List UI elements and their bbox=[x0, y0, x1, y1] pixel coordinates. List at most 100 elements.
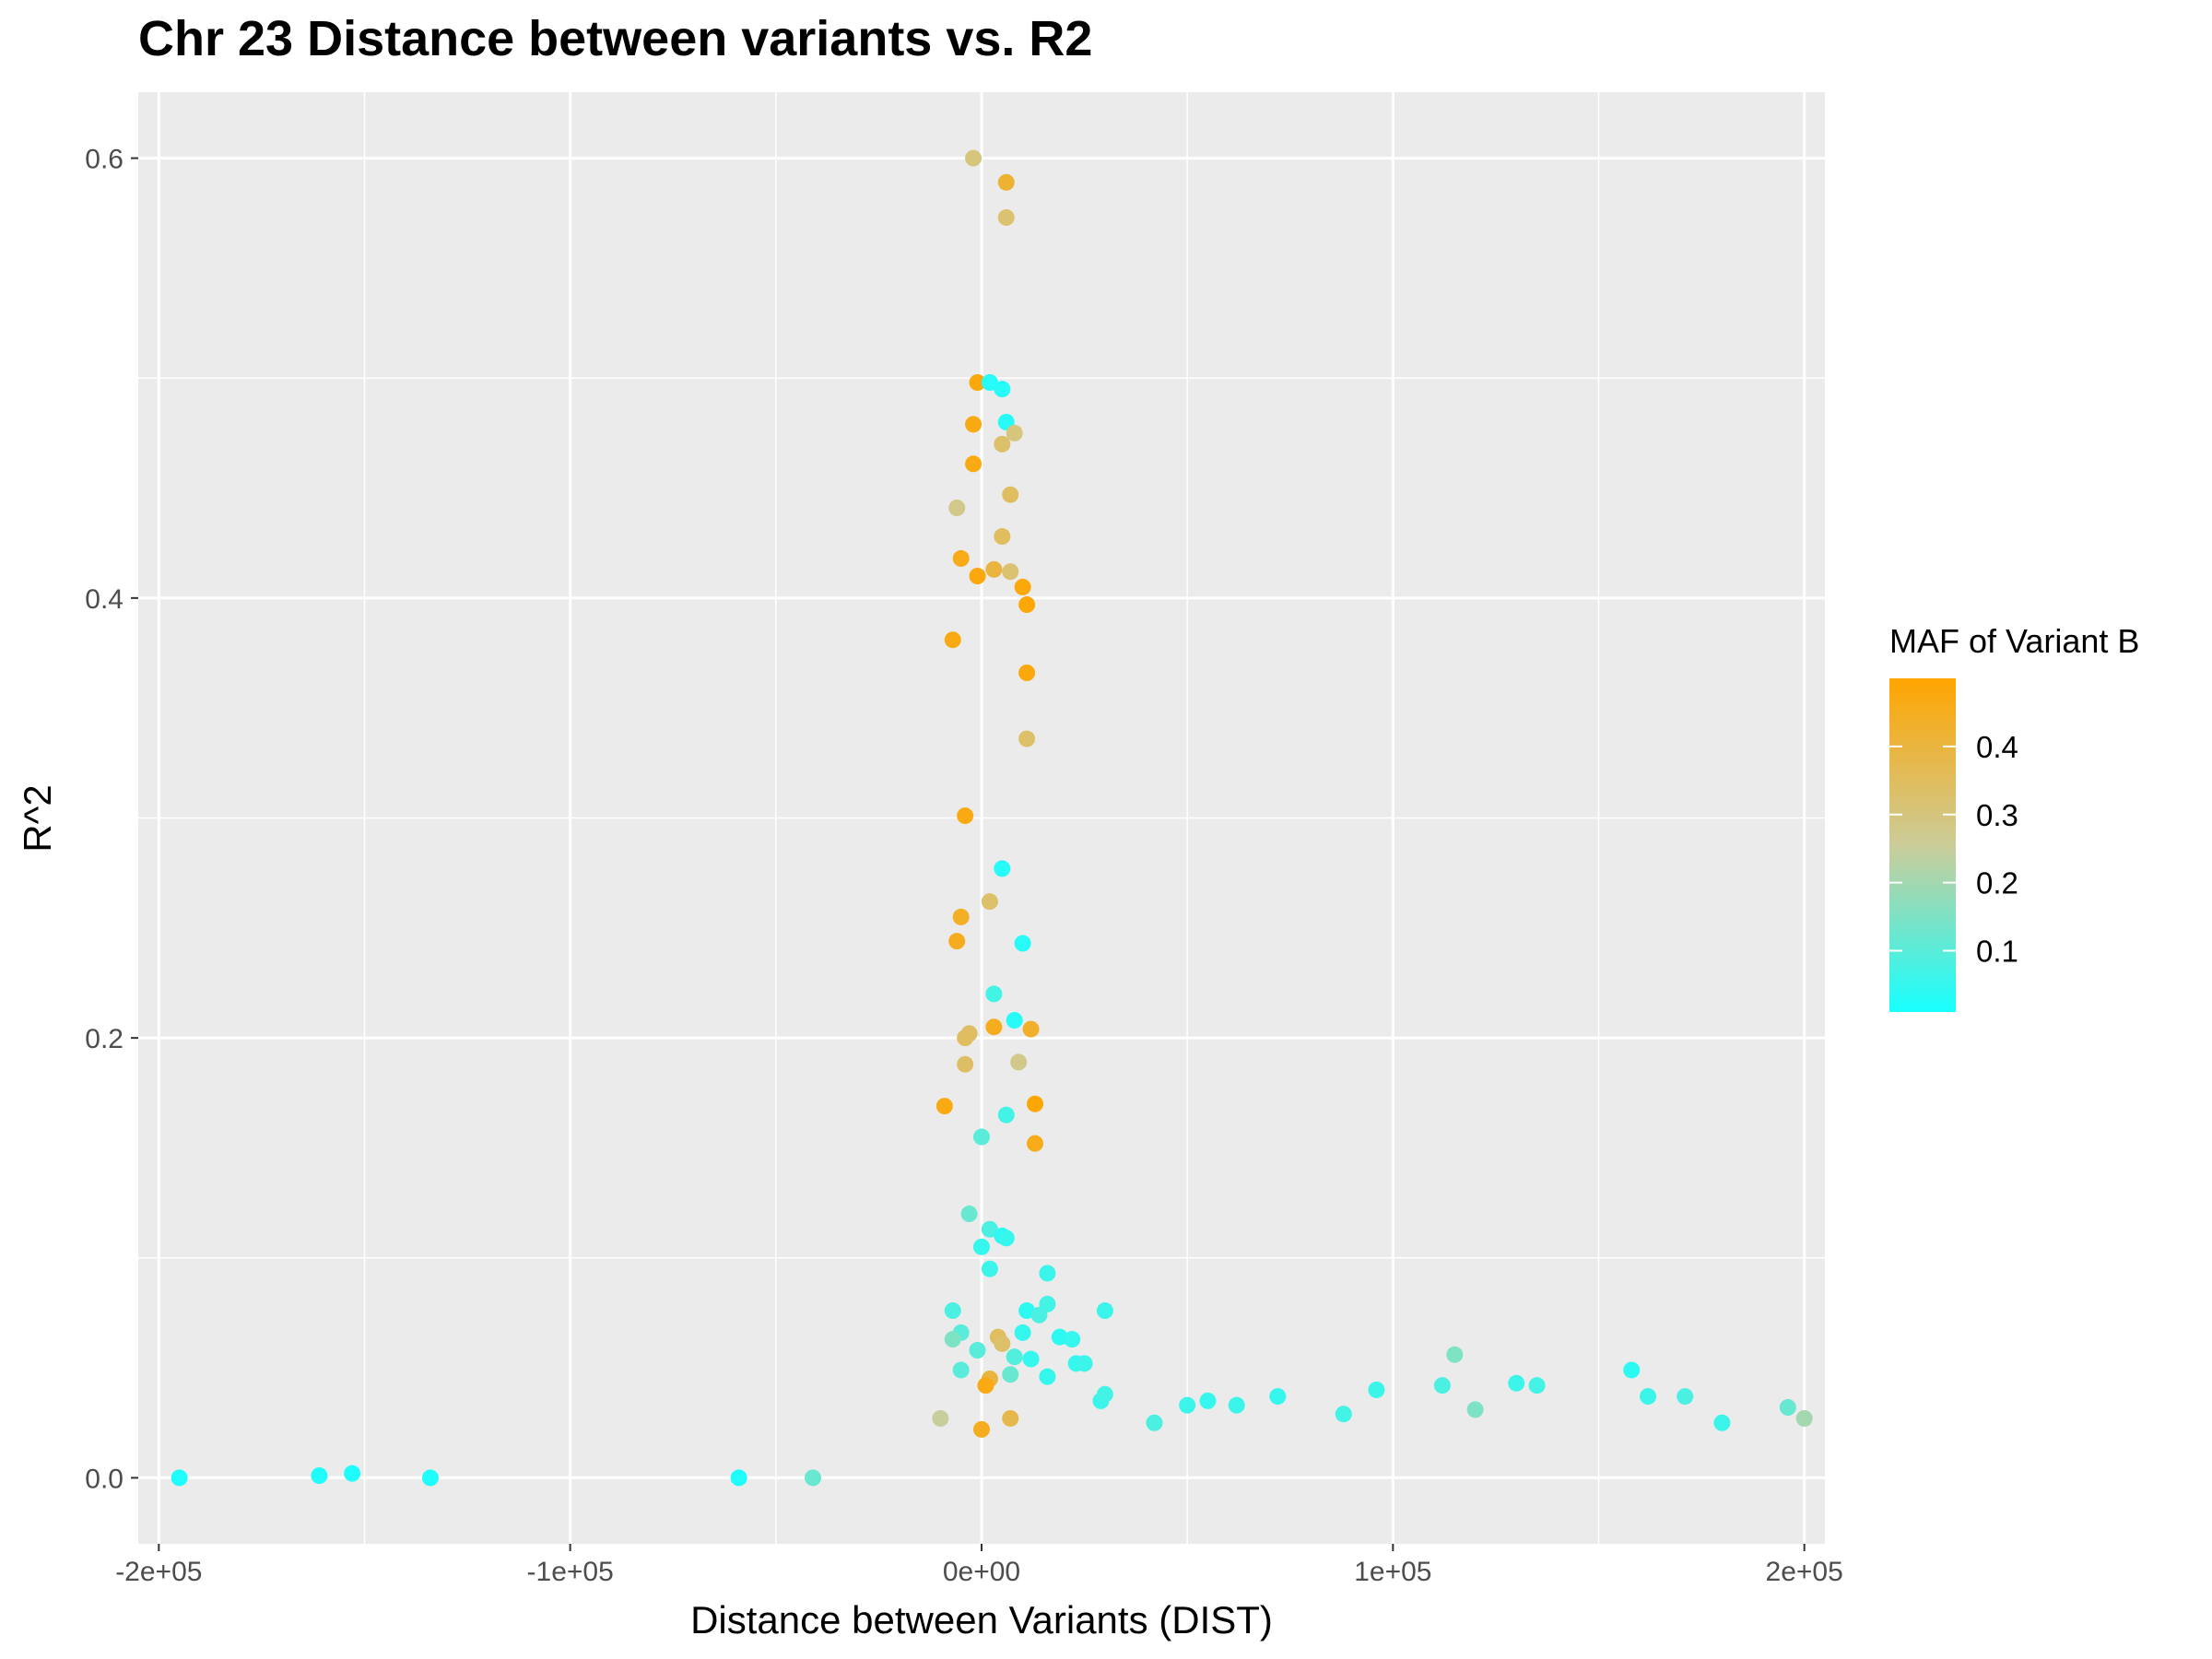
y-tick-label: 0.2 bbox=[85, 1024, 124, 1054]
data-point bbox=[1039, 1265, 1056, 1282]
data-point bbox=[1002, 1366, 1019, 1383]
data-point bbox=[1006, 424, 1023, 441]
legend-tick-label: 0.1 bbox=[1976, 935, 2018, 969]
data-point bbox=[1096, 1385, 1113, 1403]
data-point bbox=[1064, 1331, 1081, 1348]
data-point bbox=[1002, 563, 1019, 581]
data-point bbox=[1368, 1381, 1385, 1398]
data-point bbox=[1446, 1346, 1464, 1363]
data-point bbox=[1014, 578, 1031, 595]
data-point bbox=[421, 1469, 439, 1487]
x-axis-ticks: -2e+05 -1e+05 0e+00 1e+05 2e+05 bbox=[115, 1544, 1843, 1587]
x-tick-label: -2e+05 bbox=[115, 1557, 202, 1587]
data-point bbox=[1002, 1409, 1019, 1427]
data-point bbox=[1795, 1409, 1813, 1427]
data-point bbox=[957, 1055, 974, 1073]
data-point bbox=[965, 455, 982, 473]
data-point bbox=[1528, 1377, 1546, 1394]
legend-ticks: 0.1 0.2 0.3 0.4 bbox=[1889, 730, 2018, 969]
data-point bbox=[985, 1018, 1003, 1036]
legend-title: MAF of Variant B bbox=[1889, 622, 2139, 660]
data-point bbox=[957, 1030, 974, 1047]
chart-title: Chr 23 Distance between variants vs. R2 bbox=[138, 11, 1092, 66]
data-point bbox=[994, 528, 1011, 546]
data-point bbox=[1096, 1302, 1113, 1320]
data-point bbox=[932, 1409, 949, 1427]
data-point bbox=[1027, 1135, 1044, 1152]
data-point bbox=[1051, 1328, 1068, 1346]
data-point bbox=[977, 1377, 994, 1394]
data-point bbox=[997, 1230, 1015, 1247]
data-point bbox=[311, 1467, 328, 1485]
y-axis-ticks: 0.0 0.2 0.4 0.6 bbox=[85, 145, 138, 1494]
data-point bbox=[1018, 665, 1036, 681]
data-point bbox=[973, 1420, 990, 1438]
legend-tick-label: 0.3 bbox=[1976, 798, 2018, 832]
x-axis-title: Distance between Variants (DIST) bbox=[690, 1598, 1273, 1641]
data-point bbox=[994, 381, 1011, 398]
data-point bbox=[952, 549, 970, 567]
data-point bbox=[1179, 1396, 1196, 1414]
data-point bbox=[1146, 1414, 1163, 1431]
data-point bbox=[997, 209, 1015, 227]
data-point bbox=[944, 631, 961, 649]
data-point bbox=[1640, 1388, 1657, 1406]
data-point bbox=[1433, 1377, 1451, 1394]
data-point bbox=[965, 416, 982, 433]
legend-tick-label: 0.4 bbox=[1976, 730, 2018, 764]
data-point bbox=[969, 1342, 986, 1359]
data-point bbox=[952, 1361, 970, 1379]
data-point bbox=[948, 500, 966, 517]
data-point bbox=[1228, 1396, 1245, 1414]
data-point bbox=[1779, 1399, 1796, 1417]
data-point bbox=[973, 1238, 990, 1255]
data-point bbox=[171, 1469, 188, 1487]
data-point bbox=[965, 149, 982, 167]
data-point bbox=[960, 1206, 978, 1223]
data-point bbox=[1002, 486, 1019, 503]
y-tick-label: 0.0 bbox=[85, 1464, 124, 1494]
data-point bbox=[1006, 1012, 1023, 1030]
data-point bbox=[1018, 596, 1036, 614]
legend-colorbar bbox=[1889, 678, 1956, 1012]
data-point bbox=[994, 435, 1011, 453]
data-point bbox=[985, 985, 1003, 1003]
data-point bbox=[1022, 1020, 1040, 1038]
data-point bbox=[1006, 1348, 1023, 1366]
data-point bbox=[935, 1098, 953, 1115]
data-point bbox=[994, 1335, 1011, 1352]
data-point bbox=[944, 1331, 961, 1348]
data-point bbox=[944, 1302, 961, 1320]
data-point bbox=[805, 1469, 821, 1487]
data-point bbox=[952, 908, 970, 925]
y-axis-title: R^2 bbox=[16, 784, 59, 852]
y-tick-label: 0.6 bbox=[85, 145, 124, 175]
data-point bbox=[1677, 1388, 1694, 1406]
data-point bbox=[948, 933, 966, 950]
data-point bbox=[1018, 730, 1036, 747]
data-point bbox=[973, 1128, 990, 1146]
data-point bbox=[1335, 1406, 1352, 1423]
data-point bbox=[997, 173, 1015, 191]
data-point bbox=[1010, 1053, 1028, 1071]
data-point bbox=[1199, 1392, 1217, 1409]
data-point bbox=[981, 374, 998, 391]
data-point bbox=[1027, 1095, 1044, 1112]
data-point bbox=[1713, 1414, 1731, 1431]
legend-tick-label: 0.2 bbox=[1976, 866, 2018, 900]
data-point bbox=[985, 560, 1003, 578]
x-tick-label: 1e+05 bbox=[1354, 1557, 1431, 1587]
color-legend: MAF of Variant B 0.1 0.2 0.3 0.4 bbox=[1889, 622, 2139, 1012]
x-tick-label: 0e+00 bbox=[943, 1557, 1020, 1587]
y-tick-label: 0.4 bbox=[85, 584, 124, 615]
data-point bbox=[1508, 1374, 1525, 1392]
data-point bbox=[981, 1220, 998, 1238]
data-point bbox=[344, 1465, 361, 1482]
data-point bbox=[997, 1106, 1015, 1124]
data-point bbox=[730, 1469, 747, 1487]
x-tick-label: -1e+05 bbox=[527, 1557, 614, 1587]
data-point bbox=[1014, 935, 1031, 952]
data-point bbox=[981, 893, 998, 911]
major-grid bbox=[138, 92, 1825, 1544]
